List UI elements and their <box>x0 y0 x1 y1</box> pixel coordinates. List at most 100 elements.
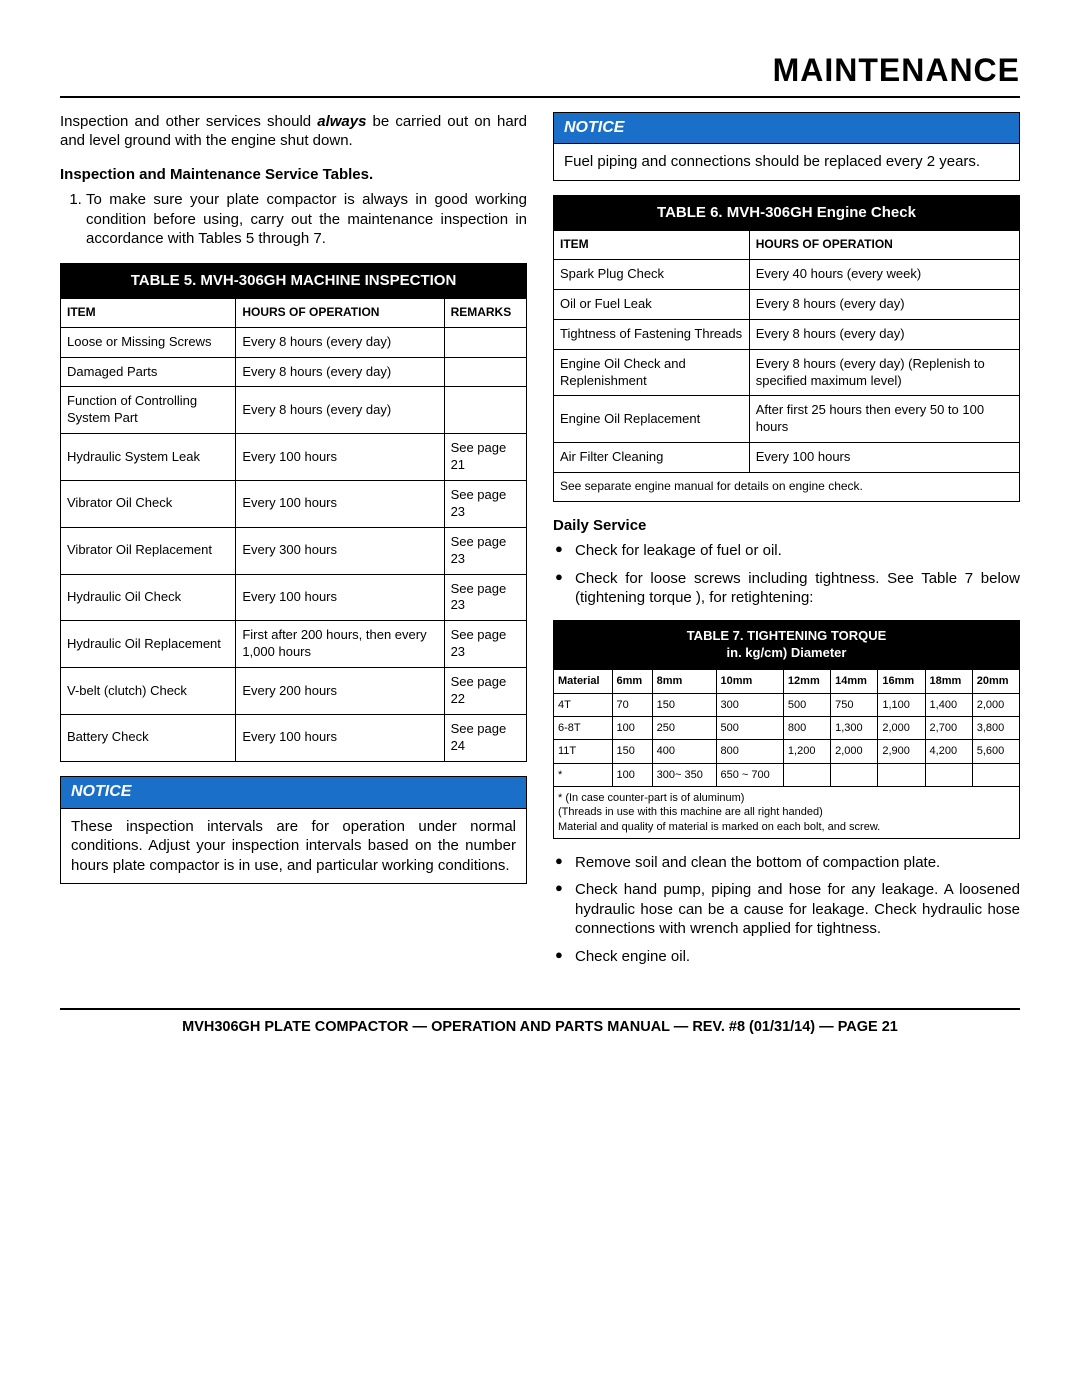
table-cell: V-belt (clutch) Check <box>61 668 236 715</box>
table-cell <box>783 763 830 786</box>
daily-bullets-a: Check for leakage of fuel or oil. Check f… <box>553 541 1020 608</box>
table-cell: 300~ 350 <box>652 763 716 786</box>
daily-bullets-b: Remove soil and clean the bottom of comp… <box>553 853 1020 967</box>
table-cell: Every 100 hours <box>749 443 1019 473</box>
table6-h1: HOURS OF OPERATION <box>749 231 1019 260</box>
table-cell: Battery Check <box>61 714 236 761</box>
table-cell: 800 <box>783 717 830 740</box>
table-cell: Air Filter Cleaning <box>554 443 750 473</box>
table6-h0: ITEM <box>554 231 750 260</box>
table6-title: TABLE 6. MVH-306GH Engine Check <box>553 195 1020 231</box>
table-cell: 2,000 <box>878 717 925 740</box>
table-cell: Hydraulic Oil Replacement <box>61 621 236 668</box>
table6-footer: See separate engine manual for details o… <box>554 473 1020 502</box>
table-cell <box>444 387 526 434</box>
table-cell: 1,200 <box>783 740 830 763</box>
subhead-tables: Inspection and Maintenance Service Table… <box>60 165 527 185</box>
table-cell: 500 <box>716 717 783 740</box>
numbered-list: To make sure your plate compactor is alw… <box>60 190 527 249</box>
right-column: NOTICE Fuel piping and connections shoul… <box>553 112 1020 979</box>
table-cell: 2,000 <box>972 693 1019 716</box>
left-column: Inspection and other services should alw… <box>60 112 527 979</box>
bullet-item: Remove soil and clean the bottom of comp… <box>553 853 1020 873</box>
table-cell: Spark Plug Check <box>554 259 750 289</box>
page-title: MAINTENANCE <box>60 50 1020 98</box>
table-cell: 300 <box>716 693 783 716</box>
table-cell: See page 24 <box>444 714 526 761</box>
table7-note3: Material and quality of material is mark… <box>558 821 880 833</box>
table-cell: Vibrator Oil Check <box>61 481 236 528</box>
table-cell: 750 <box>831 693 878 716</box>
table-cell: Every 8 hours (every day) (Replenish to … <box>749 349 1019 396</box>
table-cell: Damaged Parts <box>61 357 236 387</box>
table-cell <box>972 763 1019 786</box>
table7-note2: (Threads in use with this machine are al… <box>558 806 823 818</box>
table-cell <box>831 763 878 786</box>
table-header: 20mm <box>972 670 1019 693</box>
table-cell: Every 8 hours (every day) <box>236 327 444 357</box>
intro-always: always <box>317 113 366 130</box>
table-cell: 6-8T <box>554 717 613 740</box>
table-cell: 70 <box>612 693 652 716</box>
table-cell <box>444 327 526 357</box>
table-cell: 400 <box>652 740 716 763</box>
table-cell <box>925 763 972 786</box>
table-cell: First after 200 hours, then every 1,000 … <box>236 621 444 668</box>
table-cell: See page 22 <box>444 668 526 715</box>
table-cell <box>444 357 526 387</box>
table-cell: Every 100 hours <box>236 714 444 761</box>
table-cell: 150 <box>612 740 652 763</box>
table-cell: Hydraulic System Leak <box>61 434 236 481</box>
table-cell: Function of Controlling System Part <box>61 387 236 434</box>
table6: ITEM HOURS OF OPERATION Spark Plug Check… <box>553 230 1020 501</box>
table-header: 8mm <box>652 670 716 693</box>
notice2-body: Fuel piping and connections should be re… <box>553 144 1020 181</box>
table-cell: After first 25 hours then every 50 to 10… <box>749 396 1019 443</box>
table-cell: 4,200 <box>925 740 972 763</box>
table-cell: Loose or Missing Screws <box>61 327 236 357</box>
table-cell: Vibrator Oil Replacement <box>61 527 236 574</box>
table7-notes: * (In case counter-part is of aluminum) … <box>554 786 1020 838</box>
table5-title: TABLE 5. MVH-306GH MACHINE INSPECTION <box>60 263 527 299</box>
table-cell: Every 8 hours (every day) <box>236 387 444 434</box>
table-header: 12mm <box>783 670 830 693</box>
table-cell: 650 ~ 700 <box>716 763 783 786</box>
table-cell: 1,300 <box>831 717 878 740</box>
numlist-item: To make sure your plate compactor is alw… <box>86 190 527 249</box>
bullet-item: Check engine oil. <box>553 947 1020 967</box>
bullet-item: Check for loose screws including tightne… <box>553 569 1020 608</box>
table5: ITEM HOURS OF OPERATION REMARKS Loose or… <box>60 298 527 762</box>
notice1-label: NOTICE <box>60 776 527 809</box>
bullet-item: Check hand pump, piping and hose for any… <box>553 880 1020 939</box>
table-cell: 150 <box>652 693 716 716</box>
table-cell: Every 100 hours <box>236 434 444 481</box>
bullet-item: Check for leakage of fuel or oil. <box>553 541 1020 561</box>
daily-service-head: Daily Service <box>553 516 1020 536</box>
table-cell: 250 <box>652 717 716 740</box>
table-cell: 4T <box>554 693 613 716</box>
table-cell: 5,600 <box>972 740 1019 763</box>
table-cell: Tightness of Fastening Threads <box>554 319 750 349</box>
page-footer: MVH306GH PLATE COMPACTOR — OPERATION AND… <box>60 1008 1020 1037</box>
table-cell: Every 40 hours (every week) <box>749 259 1019 289</box>
table-cell: Oil or Fuel Leak <box>554 289 750 319</box>
table-header: 10mm <box>716 670 783 693</box>
table-cell: Every 8 hours (every day) <box>236 357 444 387</box>
table7-title-l2: in. kg/cm) Diameter <box>727 645 847 660</box>
table5-h2: REMARKS <box>444 299 526 328</box>
table-cell: Every 200 hours <box>236 668 444 715</box>
table5-h1: HOURS OF OPERATION <box>236 299 444 328</box>
table-cell: Every 100 hours <box>236 481 444 528</box>
table-cell: 500 <box>783 693 830 716</box>
table-cell: Every 300 hours <box>236 527 444 574</box>
table-cell: 100 <box>612 763 652 786</box>
table-header: 6mm <box>612 670 652 693</box>
table-header: 16mm <box>878 670 925 693</box>
table-cell: See page 23 <box>444 621 526 668</box>
table-cell: See page 23 <box>444 574 526 621</box>
table-cell: See page 21 <box>444 434 526 481</box>
table-cell: Hydraulic Oil Check <box>61 574 236 621</box>
table-cell: 3,800 <box>972 717 1019 740</box>
table7-note1: * (In case counter-part is of aluminum) <box>558 792 744 804</box>
table-cell: Engine Oil Replacement <box>554 396 750 443</box>
